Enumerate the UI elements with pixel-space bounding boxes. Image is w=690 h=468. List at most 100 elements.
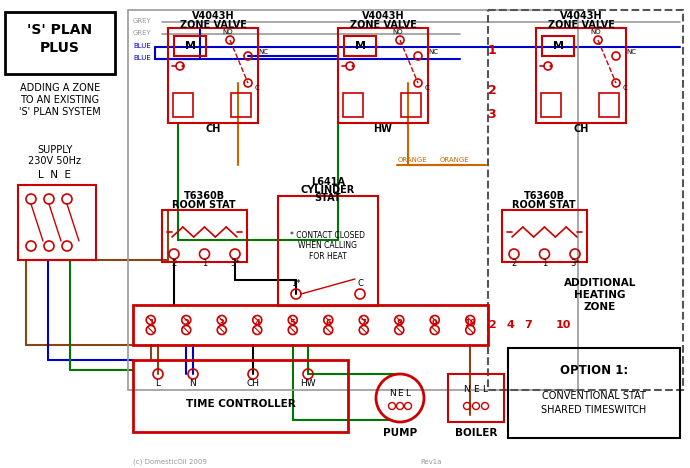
Text: CH: CH [246,380,259,388]
Bar [133,305,488,345]
Text: 3*: 3* [230,258,240,268]
Text: TIME CONTROLLER: TIME CONTROLLER [186,399,295,409]
Bar [162,210,247,262]
Text: V4043H: V4043H [192,11,235,21]
Bar [401,93,421,117]
Text: 3*: 3* [570,258,580,268]
Bar [18,185,96,260]
Text: PLUS: PLUS [40,41,80,55]
Text: 2: 2 [488,320,496,330]
Text: 1*: 1* [291,279,301,288]
Text: V4043H: V4043H [560,11,602,21]
Text: 2: 2 [171,258,177,268]
Text: ZONE VALVE: ZONE VALVE [350,20,417,30]
Bar [508,348,680,438]
Text: BLUE: BLUE [133,55,150,61]
Bar [344,36,376,56]
Text: 8: 8 [396,320,402,329]
Text: 4: 4 [506,320,514,330]
Bar [542,36,574,56]
Bar [599,93,619,117]
Bar [128,10,578,390]
Text: M: M [184,41,195,51]
Text: Rev1a: Rev1a [420,459,442,465]
Text: GREY: GREY [133,30,152,36]
Bar [338,28,428,123]
Text: HW: HW [373,124,393,134]
Text: * CONTACT CLOSED
WHEN CALLING
FOR HEAT: * CONTACT CLOSED WHEN CALLING FOR HEAT [290,231,366,261]
Text: HW: HW [300,380,316,388]
Text: 2: 2 [511,258,517,268]
Text: L641A: L641A [311,177,345,187]
Text: NO: NO [591,29,601,35]
Bar [133,360,348,432]
Text: L: L [406,389,411,398]
Text: 7: 7 [524,320,532,330]
Text: E: E [397,389,403,398]
Text: C: C [623,85,628,91]
Bar [168,28,258,123]
Text: C: C [425,85,430,91]
Text: CH: CH [206,124,221,134]
Text: ORANGE: ORANGE [398,157,428,163]
Text: CYLINDER: CYLINDER [301,185,355,195]
Text: BLUE: BLUE [133,43,150,49]
Text: 4: 4 [255,320,260,329]
Bar [343,93,363,117]
Text: NC: NC [428,49,438,55]
Bar [541,93,561,117]
Text: 1: 1 [488,44,496,57]
Text: L  N  E: L N E [39,170,72,180]
Text: NO: NO [223,29,233,35]
Text: M: M [355,41,366,51]
Text: NC: NC [626,49,636,55]
Bar [448,374,504,422]
Text: NC: NC [258,49,268,55]
Bar [502,210,587,262]
Bar [278,196,378,306]
Text: ZONE VALVE: ZONE VALVE [548,20,614,30]
Text: ZONE VALVE: ZONE VALVE [179,20,246,30]
Text: GREY: GREY [133,18,152,24]
Text: (c) DomesticOil 2009: (c) DomesticOil 2009 [133,459,207,465]
Text: 'S' PLAN SYSTEM: 'S' PLAN SYSTEM [19,107,101,117]
Text: SHARED TIMESWITCH: SHARED TIMESWITCH [542,405,647,415]
Text: E: E [473,386,479,395]
Text: T6360B: T6360B [524,191,564,201]
Text: STAT: STAT [315,193,342,203]
Text: 3: 3 [219,320,225,329]
Text: 1: 1 [542,258,547,268]
Text: 6: 6 [325,320,331,329]
Text: N: N [388,389,395,398]
Text: TO AN EXISTING: TO AN EXISTING [21,95,99,105]
Bar [5,12,115,74]
Text: M: M [553,41,564,51]
Bar [536,28,626,123]
Text: 7: 7 [361,320,366,329]
Text: 1: 1 [202,258,207,268]
Text: C: C [357,279,363,288]
Text: 'S' PLAN: 'S' PLAN [28,23,92,37]
Text: L: L [482,386,488,395]
Text: ROOM STAT: ROOM STAT [512,200,576,210]
Text: ROOM STAT: ROOM STAT [172,200,236,210]
Text: PUMP: PUMP [383,428,417,438]
Bar [488,10,683,390]
Bar [174,36,206,56]
Text: CH: CH [573,124,589,134]
Text: 5: 5 [290,320,296,329]
Text: 230V 50Hz: 230V 50Hz [28,156,81,166]
Circle shape [549,65,553,67]
Text: SUPPLY: SUPPLY [37,145,72,155]
Bar [231,93,251,117]
Text: 1: 1 [148,320,154,329]
Text: 10: 10 [555,320,571,330]
Text: N: N [464,386,471,395]
Text: N: N [190,380,197,388]
Bar [173,93,193,117]
Text: T6360B: T6360B [184,191,224,201]
Text: 10: 10 [464,320,476,329]
Text: 9: 9 [432,320,437,329]
Text: L: L [155,380,161,388]
Text: ADDITIONAL
HEATING
ZONE: ADDITIONAL HEATING ZONE [564,278,636,312]
